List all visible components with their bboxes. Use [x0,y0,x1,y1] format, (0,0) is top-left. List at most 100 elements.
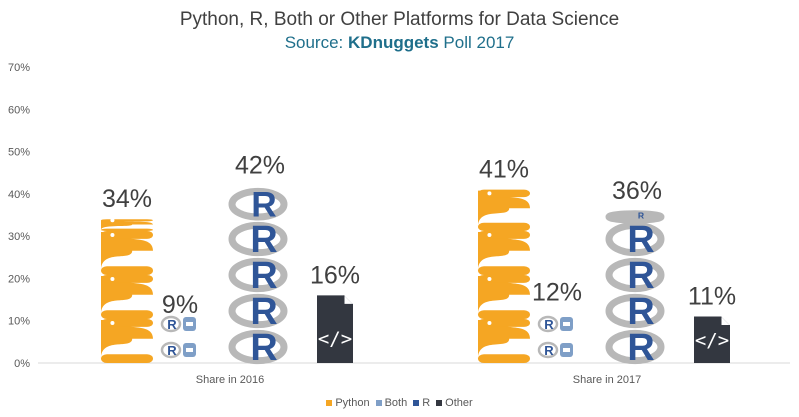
y-tick-label: 70% [8,62,30,74]
r-logo-letter: R [250,327,277,369]
other-bar-2016: </> [317,295,353,363]
python-bar-2017 [478,189,530,363]
python-logo-cap [101,219,153,222]
python-logo-base [101,310,153,319]
python-logo-eye [110,320,115,325]
python-logo-segment [478,320,530,359]
both-python-gap [186,322,193,326]
python-logo-cap [478,275,530,283]
python-bar-2016 [101,218,153,363]
r-logo-ring [228,329,288,365]
python-logo-cap [478,189,530,198]
r-logo-ring [605,329,665,365]
python-logo-eye [487,276,492,281]
python-logo-segment [101,320,153,359]
r-logo-letter: R [627,255,654,297]
y-tick-label: 20% [8,273,30,285]
other-bar-2017: </> [694,316,730,363]
r-logo-letter: R [627,327,654,369]
python-logo-base [478,310,530,319]
python-logo-cap [101,231,153,239]
both-r-letter: R [167,343,177,358]
python-logo-base [478,354,530,363]
python-logo-eye [110,218,115,223]
x-category-label: Share in 2016 [196,374,265,386]
python-logo-cap [478,319,530,327]
r-logo-ring [228,293,288,329]
python-logo-base [478,266,530,275]
both-python-gap [186,348,193,352]
both-r-ring [160,341,182,359]
python-logo-base [101,266,153,275]
y-tick-label: 10% [8,316,30,328]
python-logo-segment [478,190,530,227]
legend-swatch [375,400,382,407]
python-logo-segment [101,276,153,315]
r-logo-ring [605,293,665,329]
data-label: 9% [162,291,198,319]
legend-item-both: Both [375,397,408,409]
both-python-gap [563,348,570,352]
r-logo-ring [605,257,665,293]
r-logo-letter: R [250,255,277,297]
data-label: 12% [532,278,582,306]
y-tick-label: 50% [8,147,30,159]
python-logo-segment [101,232,153,271]
legend-item-other: Other [436,397,473,409]
both-r-ring [537,315,559,333]
y-tick-label: 60% [8,104,30,116]
python-logo-eye [487,320,492,325]
python-logo-base [101,228,153,231]
code-file-icon [694,316,730,363]
r-logo-ring [228,221,288,257]
python-logo-cap [478,231,530,239]
chart-subtitle: Source: KDnuggets Poll 2017 [0,33,799,53]
both-bar-2017: RR [537,315,573,359]
subtitle-prefix: Source: [284,33,344,52]
both-r-letter: R [544,343,554,358]
python-logo-segment [478,276,530,315]
legend-swatch [413,400,420,407]
code-icon-glyph: </> [318,328,352,350]
r-logo-ring [605,221,665,257]
r-logo-letter: R [638,210,645,220]
data-label: 41% [479,156,529,184]
r-logo-ring [228,187,288,221]
code-icon-glyph: </> [695,330,729,352]
python-logo-eye [110,232,115,237]
subtitle-brand: KDnuggets [348,33,439,52]
both-python-gap [563,322,570,326]
legend-swatch [436,400,443,407]
both-r-ring [160,315,182,333]
legend-item-r: R [413,397,430,409]
r-logo-letter: R [627,291,654,333]
both-r-letter: R [544,317,554,332]
legend-label: Both [384,397,408,409]
r-logo-letter: R [251,185,276,224]
subtitle-suffix: Poll 2017 [443,33,515,52]
y-tick-label: 0% [14,358,30,370]
y-tick-label: 30% [8,231,30,243]
chart-title: Python, R, Both or Other Platforms for D… [179,9,620,30]
python-logo-base [478,222,530,231]
legend-label: Python [335,397,370,409]
python-logo-eye [110,276,115,281]
y-tick-label: 40% [8,189,30,201]
legend-item-python: Python [326,397,370,409]
python-logo-segment [101,220,153,230]
both-bar-2016: RR [160,315,196,359]
data-label: 11% [688,282,736,310]
legend-label: R [422,397,431,409]
data-label: 42% [235,151,285,179]
code-file-fold [343,295,353,305]
r-logo-letter: R [250,219,277,261]
r-logo-ring [228,257,288,293]
data-label: 36% [612,177,662,205]
data-label: 16% [310,261,360,289]
both-r-letter: R [167,317,177,332]
code-file-fold [720,316,730,326]
r-logo-ring [605,210,665,224]
